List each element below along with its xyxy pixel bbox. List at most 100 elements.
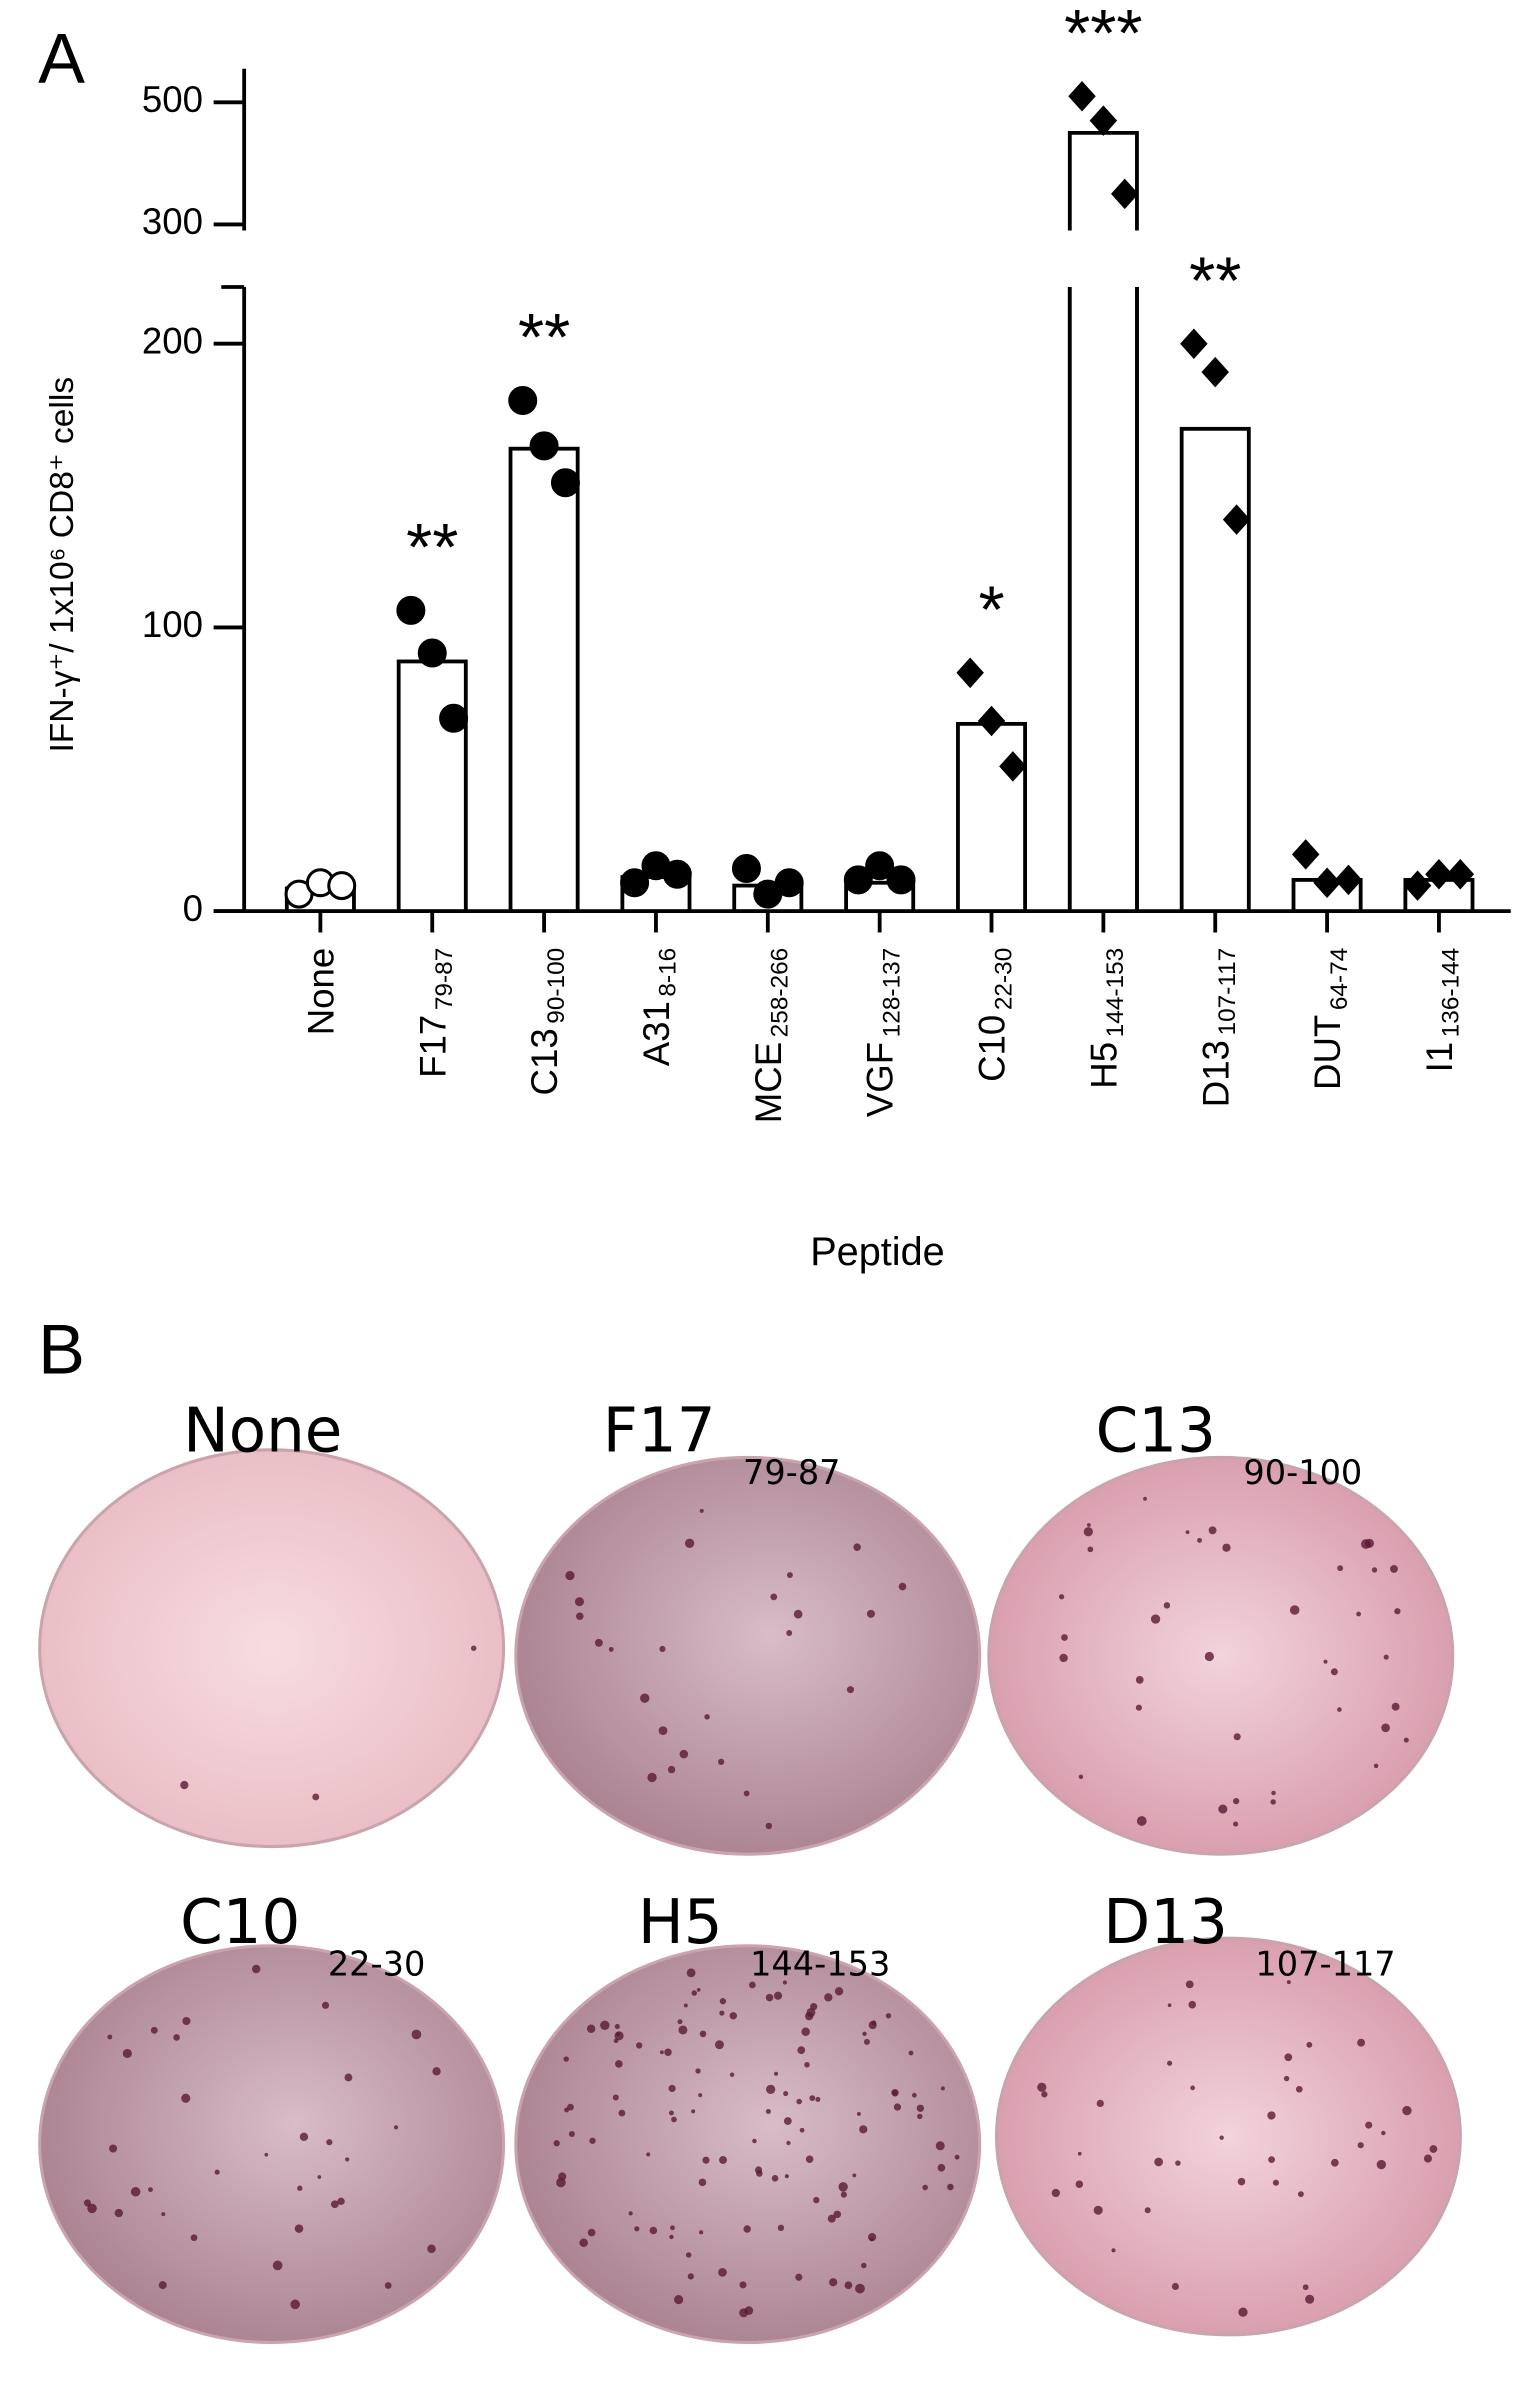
spot [1222,1543,1231,1552]
spot [148,2187,153,2193]
spot [855,2283,865,2294]
category-subscript: 8-16 [655,948,682,997]
spot [659,2050,664,2055]
spot [667,1765,676,1774]
spot [1337,1565,1344,1572]
spot [1083,1527,1093,1537]
spot [861,2262,867,2269]
spot [1429,2145,1438,2153]
data-point [662,859,692,889]
spot [330,2200,339,2209]
spot [1361,1539,1371,1549]
spot [804,2061,810,2068]
spot [719,2010,725,2016]
spot [1373,1763,1379,1769]
well [987,1455,1455,1856]
spot [765,1993,774,2002]
x-tick-label: C13 90-100 [524,948,570,1096]
spot [1403,1737,1409,1743]
spot [109,2144,118,2153]
spot [749,1981,756,1989]
well [38,1944,506,2345]
spot [586,2024,596,2033]
spot [1232,1798,1240,1805]
spot [614,2023,620,2029]
well-subscript: 79-87 [743,1453,841,1492]
data-point [1291,839,1320,870]
data-point [1313,867,1341,899]
spot [773,1991,783,2000]
spot [1284,2053,1293,2062]
spot [1163,1602,1171,1609]
spot [608,1646,614,1652]
spot [1394,1608,1401,1615]
bar-outline [1067,286,1139,914]
spot [893,2103,902,2111]
spot [687,2273,694,2280]
spot [251,1964,261,1974]
spot [659,1645,666,1653]
spot [321,2001,330,2009]
spot [743,2225,751,2233]
spot [1337,1707,1342,1712]
spot [587,2228,596,2237]
spot [695,2068,701,2074]
spot [1233,1733,1241,1741]
spot [1371,1567,1378,1573]
well [994,1936,1462,2337]
spot [805,2155,814,2164]
spot [1233,1821,1239,1827]
spot [752,2138,757,2144]
spot [719,1998,727,2005]
spot [579,2238,588,2248]
spot [917,2113,923,2120]
spot [859,2125,868,2134]
spot [840,2191,847,2198]
x-tick-label: C10 22-30 [971,948,1017,1082]
significance: ** [406,510,458,585]
spot [866,1609,875,1618]
well-name: D13 [1103,1886,1228,1957]
spot [793,1609,803,1619]
spot [122,2048,132,2059]
spot [668,2084,676,2093]
data-point [1334,864,1363,896]
significance: * [978,573,1004,648]
spot [636,2042,643,2049]
spot [618,2109,626,2117]
spot [649,2226,658,2235]
spot [786,1630,793,1636]
spot [810,2003,818,2011]
spot [795,2273,803,2281]
spot [844,2281,853,2290]
category-name: A31 [636,1001,677,1066]
well-subscript: 107-117 [1255,1944,1395,1983]
spot [786,1572,793,1579]
spot [777,2224,785,2232]
spot [1150,1614,1161,1624]
bar-fill [1069,286,1137,912]
well-label: C13 90-100 [1096,1395,1363,1492]
spot [691,2109,696,2114]
spot [669,2234,674,2240]
spot [190,2234,198,2242]
spot [824,1993,833,2002]
well-name: H5 [638,1886,723,1957]
significance: *** [1064,0,1142,71]
spot [739,2308,749,2318]
category-name: MCE [748,1042,789,1123]
spot [922,2184,928,2191]
well-label: D13 107-117 [1103,1886,1395,1983]
spot [678,2025,688,2035]
spot [326,2139,333,2146]
category-name: I1 [1419,1042,1460,1073]
spot [1391,1702,1400,1711]
spot [891,2089,899,2097]
well-name: None [183,1395,342,1466]
spot [774,2071,779,2076]
spot [729,2012,738,2020]
category-subscript: 144-153 [1103,948,1130,1038]
spot [1270,1799,1276,1805]
spot [613,2038,619,2044]
spot [1037,2082,1047,2092]
